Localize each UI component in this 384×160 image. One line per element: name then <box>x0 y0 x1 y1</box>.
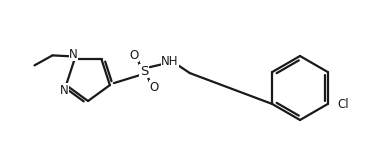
Text: N: N <box>69 48 78 61</box>
Text: Cl: Cl <box>338 97 349 111</box>
Text: S: S <box>140 65 148 78</box>
Text: O: O <box>149 81 159 94</box>
Text: NH: NH <box>161 55 179 68</box>
Text: O: O <box>129 49 139 62</box>
Text: N: N <box>60 84 68 97</box>
